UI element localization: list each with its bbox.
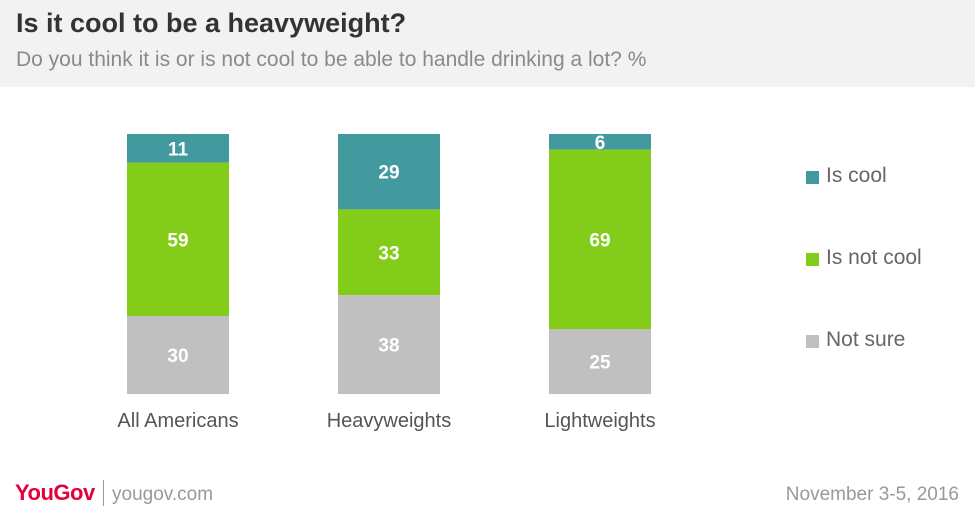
bar-segment-not-sure-1: [338, 295, 440, 394]
data-label-is-cool-2: 6: [595, 133, 606, 154]
legend-swatch-is-not-cool: [806, 253, 819, 266]
bar-segment-not-sure-0: [127, 316, 229, 394]
data-label-is-cool-0: 11: [168, 139, 189, 160]
data-label-is-cool-1: 29: [378, 163, 399, 184]
data-label-is-not-cool-1: 33: [378, 243, 399, 264]
category-label-2: Lightweights: [544, 410, 655, 432]
legend-swatch-is-cool: [806, 171, 819, 184]
bar-segment-is-cool-1: [338, 134, 440, 210]
data-label-not-sure-2: 25: [589, 353, 611, 374]
category-label-0: All Americans: [117, 410, 238, 432]
data-label-not-sure-1: 38: [378, 336, 399, 357]
bar-segment-is-cool-2: [549, 134, 651, 150]
legend-label-is-cool: Is cool: [826, 164, 887, 187]
bar-segment-not-sure-2: [549, 329, 651, 394]
legend-label-is-not-cool: Is not cool: [826, 246, 922, 269]
chart-title: Is it cool to be a heavyweight?: [16, 8, 407, 38]
legend-swatch-not-sure: [806, 335, 819, 348]
category-label-1: Heavyweights: [327, 410, 452, 432]
data-label-not-sure-0: 30: [167, 346, 188, 367]
footer-date: November 3-5, 2016: [785, 484, 959, 505]
chart-subtitle: Do you think it is or is not cool to be …: [16, 48, 647, 71]
data-label-is-not-cool-2: 69: [589, 230, 610, 251]
stacked-bar-chart: 11 59 30 All Americans 29 33 38 Heavyweights 6 69…: [117, 133, 655, 432]
bar-segment-is-not-cool-1: [338, 209, 440, 296]
footer-site: yougov.com: [112, 484, 214, 505]
data-label-is-not-cool-0: 59: [167, 230, 188, 251]
bar-segment-is-cool-0: [127, 134, 229, 163]
bar-segment-is-not-cool-0: [127, 162, 229, 316]
legend-label-not-sure: Not sure: [826, 328, 906, 351]
footer-divider: [103, 480, 104, 506]
chart-header: Is it cool to be a heavyweight? Do you t…: [0, 0, 975, 87]
yougov-logo: YouGov: [15, 480, 95, 505]
bar-segment-is-not-cool-2: [549, 149, 651, 329]
